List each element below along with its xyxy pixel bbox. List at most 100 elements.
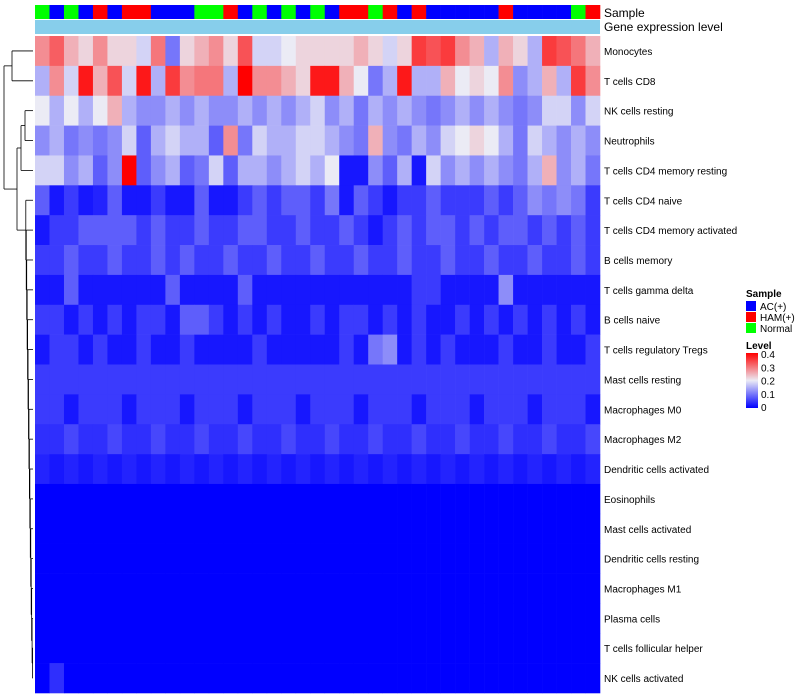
heatmap-cell: [165, 95, 181, 126]
heatmap-cell: [310, 334, 326, 365]
heatmap-cell: [353, 454, 369, 485]
heatmap-cell: [63, 274, 79, 306]
heatmap-cell: [78, 95, 94, 126]
heatmap-cell: [556, 304, 572, 335]
heatmap-cell: [484, 125, 499, 156]
heatmap-cell: [266, 245, 282, 276]
heatmap-cell: [469, 155, 485, 186]
heatmap-cell: [281, 633, 297, 664]
heatmap-cell: [368, 364, 383, 395]
heatmap-cell: [92, 304, 108, 335]
heatmap-cell: [469, 573, 485, 604]
heatmap-cell: [339, 663, 355, 694]
heatmap-cell: [382, 334, 398, 365]
heatmap-cell: [107, 483, 123, 515]
heatmap-cell: [310, 513, 326, 544]
heatmap-cell: [295, 424, 311, 455]
heatmap-cell: [237, 424, 253, 455]
heatmap-cell: [426, 603, 441, 634]
heatmap-cell: [542, 483, 557, 515]
heatmap-cell: [92, 334, 108, 365]
heatmap-cell: [223, 95, 239, 126]
heatmap-cell: [310, 245, 326, 276]
heatmap-cell: [295, 454, 311, 485]
heatmap-cell: [310, 36, 326, 67]
heatmap-cell: [35, 603, 50, 634]
heatmap-cell: [426, 155, 441, 186]
heatmap-cell: [368, 513, 383, 544]
heatmap-cell: [498, 454, 514, 485]
heatmap-cell: [107, 454, 123, 485]
heatmap-cell: [556, 215, 572, 246]
heatmap-cell: [310, 304, 326, 335]
heatmap-cell: [513, 424, 528, 455]
heatmap-cell: [353, 185, 369, 216]
heatmap-cell: [571, 543, 586, 574]
heatmap-cell: [35, 95, 50, 126]
heatmap-cell: [107, 95, 123, 126]
heatmap-cell: [455, 155, 470, 186]
heatmap-cell: [92, 573, 108, 604]
heatmap-cell: [571, 36, 586, 67]
heatmap-cell: [368, 573, 383, 604]
heatmap-cell: [513, 633, 528, 664]
heatmap-cell: [585, 155, 601, 186]
heatmap-cell: [295, 334, 311, 365]
heatmap-cell: [353, 663, 369, 694]
heatmap-cell: [252, 334, 268, 365]
heatmap-cell: [368, 155, 383, 186]
heatmap-cell: [78, 125, 94, 156]
heatmap-cell: [150, 304, 166, 335]
heatmap-cell: [484, 274, 499, 306]
level-tick-label: 0.2: [761, 377, 775, 388]
heatmap-cell: [469, 543, 485, 574]
heatmap-cell: [397, 663, 412, 694]
heatmap-cell: [281, 334, 297, 365]
heatmap-cell: [35, 424, 50, 455]
heatmap-cell: [426, 274, 441, 306]
heatmap-cell: [310, 543, 326, 574]
heatmap-cell: [165, 454, 181, 485]
heatmap-cell: [484, 394, 499, 425]
heatmap-cell: [281, 603, 297, 634]
heatmap-cell: [252, 304, 268, 335]
heatmap-cell: [368, 424, 383, 455]
row-label: Mast cells activated: [604, 525, 691, 536]
heatmap-cell: [411, 304, 427, 335]
heatmap-cell: [252, 424, 268, 455]
heatmap-cell: [295, 274, 311, 306]
heatmap-cell: [324, 215, 340, 246]
heatmap-cell: [179, 36, 195, 67]
heatmap-cell: [498, 245, 514, 276]
heatmap-cell: [121, 215, 137, 246]
heatmap-cell: [310, 155, 326, 186]
heatmap-cell: [324, 364, 340, 395]
heatmap-cell: [527, 454, 543, 485]
heatmap-cell: [324, 274, 340, 306]
heatmap-cell: [469, 633, 485, 664]
heatmap-cell: [397, 334, 412, 365]
heatmap-cell: [78, 633, 94, 664]
heatmap-cell: [310, 483, 326, 515]
heatmap-cell: [92, 125, 108, 156]
heatmap-cell: [542, 245, 557, 276]
heatmap-cell: [237, 573, 253, 604]
heatmap-cell: [585, 185, 601, 216]
heatmap-cell: [585, 245, 601, 276]
heatmap-cell: [281, 663, 297, 694]
sample-cell: [585, 5, 601, 19]
heatmap-cell: [440, 304, 456, 335]
sample-cell: [179, 5, 195, 19]
heatmap-cell: [498, 95, 514, 126]
heatmap-cell: [527, 185, 543, 216]
heatmap-cell: [368, 334, 383, 365]
heatmap-cell: [35, 543, 50, 574]
heatmap-cell: [295, 304, 311, 335]
heatmap-cell: [49, 36, 65, 67]
heatmap-cell: [63, 543, 79, 574]
heatmap-cell: [121, 95, 137, 126]
heatmap-cell: [223, 185, 239, 216]
row-label: T cells CD4 naive: [604, 196, 683, 207]
heatmap-cell: [107, 245, 123, 276]
heatmap-cell: [136, 364, 152, 395]
